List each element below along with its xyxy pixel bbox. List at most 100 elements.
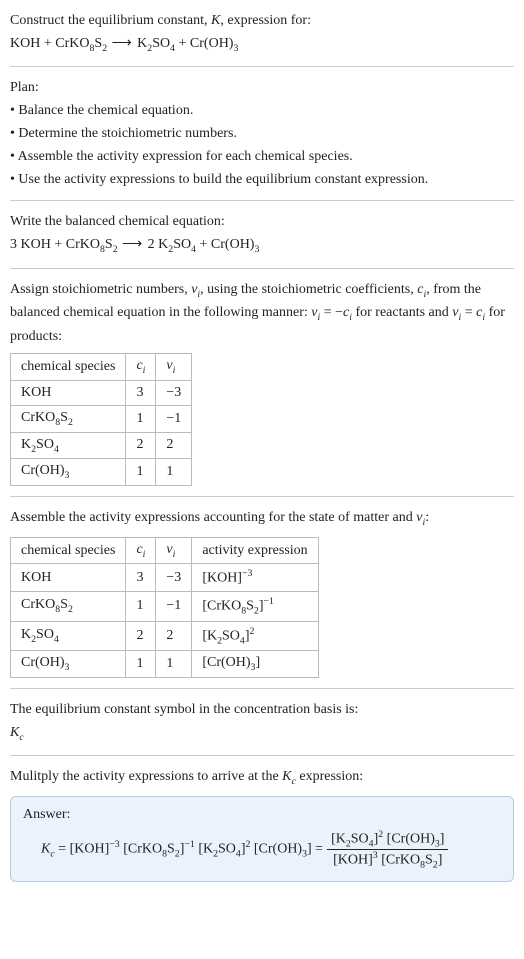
unbalanced-equation: KOH + CrKO8S2 ⟶ K2SO4 + Cr(OH)3 bbox=[10, 33, 514, 56]
eq-lhs1: KOH bbox=[10, 36, 40, 51]
t: SO bbox=[222, 628, 240, 643]
prompt-text-1: Construct the equilibrium constant, bbox=[10, 13, 211, 28]
sup: −3 bbox=[109, 839, 119, 850]
t: S bbox=[167, 842, 175, 857]
t: S bbox=[246, 599, 254, 614]
k-var: K bbox=[211, 13, 220, 28]
cell: 1 bbox=[156, 650, 192, 677]
cell: 3 bbox=[126, 564, 156, 592]
sub: 4 bbox=[54, 443, 59, 454]
sub: 3 bbox=[254, 244, 259, 255]
assemble-section: Assemble the activity expressions accoun… bbox=[10, 507, 514, 678]
cell: 3 bbox=[126, 380, 156, 405]
txt: Assemble the activity expressions accoun… bbox=[10, 510, 416, 525]
stoich-table: chemical species ci νi KOH 3 −3 CrKO8S2 … bbox=[10, 353, 192, 486]
cell: [CrKO8S2]−1 bbox=[192, 592, 318, 621]
t: SO bbox=[36, 627, 54, 642]
cell: K2SO4 bbox=[11, 621, 126, 650]
cell: 1 bbox=[126, 459, 156, 486]
prompt-text-2: , expression for: bbox=[220, 13, 311, 28]
plan-title: Plan: bbox=[10, 77, 514, 98]
table-row: CrKO8S2 1 −1 bbox=[11, 405, 192, 432]
cell: −1 bbox=[156, 592, 192, 621]
t: [K bbox=[195, 842, 213, 857]
cell: 2 bbox=[126, 432, 156, 459]
cell: −3 bbox=[156, 564, 192, 592]
cell: Cr(OH)3 bbox=[11, 650, 126, 677]
t: [CrKO bbox=[378, 853, 420, 868]
sub: i bbox=[173, 548, 176, 559]
term: SO bbox=[173, 237, 191, 252]
cell: [Cr(OH)3] bbox=[192, 650, 318, 677]
col-activity: activity expression bbox=[192, 537, 318, 564]
cell: −3 bbox=[156, 380, 192, 405]
txt: for reactants and bbox=[352, 305, 452, 320]
cell: KOH bbox=[11, 564, 126, 592]
cell: 1 bbox=[126, 592, 156, 621]
plus: + bbox=[175, 36, 190, 51]
divider bbox=[10, 268, 514, 269]
table-header-row: chemical species ci νi bbox=[11, 353, 192, 380]
divider bbox=[10, 66, 514, 67]
t: [CrKO bbox=[202, 599, 241, 614]
assign-section: Assign stoichiometric numbers, νi, using… bbox=[10, 279, 514, 486]
t: Cr(OH) bbox=[21, 463, 65, 478]
cell: 2 bbox=[126, 621, 156, 650]
table-row: CrKO8S2 1 −1 [CrKO8S2]−1 bbox=[11, 592, 319, 621]
t: [KOH] bbox=[202, 571, 242, 586]
t: CrKO bbox=[21, 410, 55, 425]
t: [Cr(OH) bbox=[383, 831, 435, 846]
col-nui: νi bbox=[156, 537, 192, 564]
balanced-title: Write the balanced chemical equation: bbox=[10, 211, 514, 232]
cell: 1 bbox=[156, 459, 192, 486]
balanced-equation: 3 KOH + CrKO8S2 ⟶ 2 K2SO4 + Cr(OH)3 bbox=[10, 234, 514, 257]
answer-label: Answer: bbox=[23, 807, 501, 823]
eq-lhs2a: CrKO bbox=[55, 36, 89, 51]
sub: 2 bbox=[68, 604, 73, 615]
k: K bbox=[282, 769, 291, 784]
t: [Cr(OH) bbox=[250, 842, 302, 857]
multiply-text: Mulitply the activity expressions to arr… bbox=[10, 766, 514, 789]
plus: + bbox=[51, 237, 66, 252]
table-row: K2SO4 2 2 bbox=[11, 432, 192, 459]
cell: 2 bbox=[156, 621, 192, 650]
arrow-icon: ⟶ bbox=[107, 36, 137, 51]
cell: KOH bbox=[11, 380, 126, 405]
cell: 1 bbox=[126, 405, 156, 432]
cell: −1 bbox=[156, 405, 192, 432]
table-row: KOH 3 −3 bbox=[11, 380, 192, 405]
txt: , using the stoichiometric coefficients, bbox=[200, 282, 417, 297]
t: [K bbox=[202, 628, 217, 643]
table-row: KOH 3 −3 [KOH]−3 bbox=[11, 564, 319, 592]
eq-rhs2a: Cr(OH) bbox=[190, 36, 234, 51]
kc-lhs: Kc = [KOH]−3 [CrKO8S2]−1 [K2SO4]2 [Cr(OH… bbox=[41, 839, 323, 859]
t: S bbox=[60, 410, 68, 425]
assemble-text: Assemble the activity expressions accoun… bbox=[10, 507, 514, 530]
cell: K2SO4 bbox=[11, 432, 126, 459]
plan-section: Plan: • Balance the chemical equation. •… bbox=[10, 77, 514, 190]
table-row: Cr(OH)3 1 1 bbox=[11, 459, 192, 486]
t: ] bbox=[440, 831, 445, 846]
sup: −1 bbox=[263, 596, 273, 607]
plan-item: • Balance the chemical equation. bbox=[10, 100, 514, 121]
k: K bbox=[10, 725, 19, 740]
txt: Assign stoichiometric numbers, bbox=[10, 282, 191, 297]
activity-table: chemical species ci νi activity expressi… bbox=[10, 537, 319, 678]
sub: 3 bbox=[65, 470, 70, 481]
kc-expression: Kc = [KOH]−3 [CrKO8S2]−1 [K2SO4]2 [Cr(OH… bbox=[23, 829, 501, 871]
txt: : bbox=[425, 510, 429, 525]
t: SO bbox=[36, 437, 54, 452]
t: K bbox=[21, 437, 31, 452]
term: 3 KOH bbox=[10, 237, 51, 252]
table-header-row: chemical species ci νi activity expressi… bbox=[11, 537, 319, 564]
t: CrKO bbox=[21, 597, 55, 612]
symbol-text: The equilibrium constant symbol in the c… bbox=[10, 699, 514, 720]
table-row: K2SO4 2 2 [K2SO4]2 bbox=[11, 621, 319, 650]
t: SO bbox=[351, 831, 369, 846]
term: CrKO bbox=[66, 237, 100, 252]
sub: 4 bbox=[54, 634, 59, 645]
term: Cr(OH) bbox=[211, 237, 255, 252]
cell: [K2SO4]2 bbox=[192, 621, 318, 650]
cell: CrKO8S2 bbox=[11, 405, 126, 432]
sup: 2 bbox=[249, 626, 254, 637]
